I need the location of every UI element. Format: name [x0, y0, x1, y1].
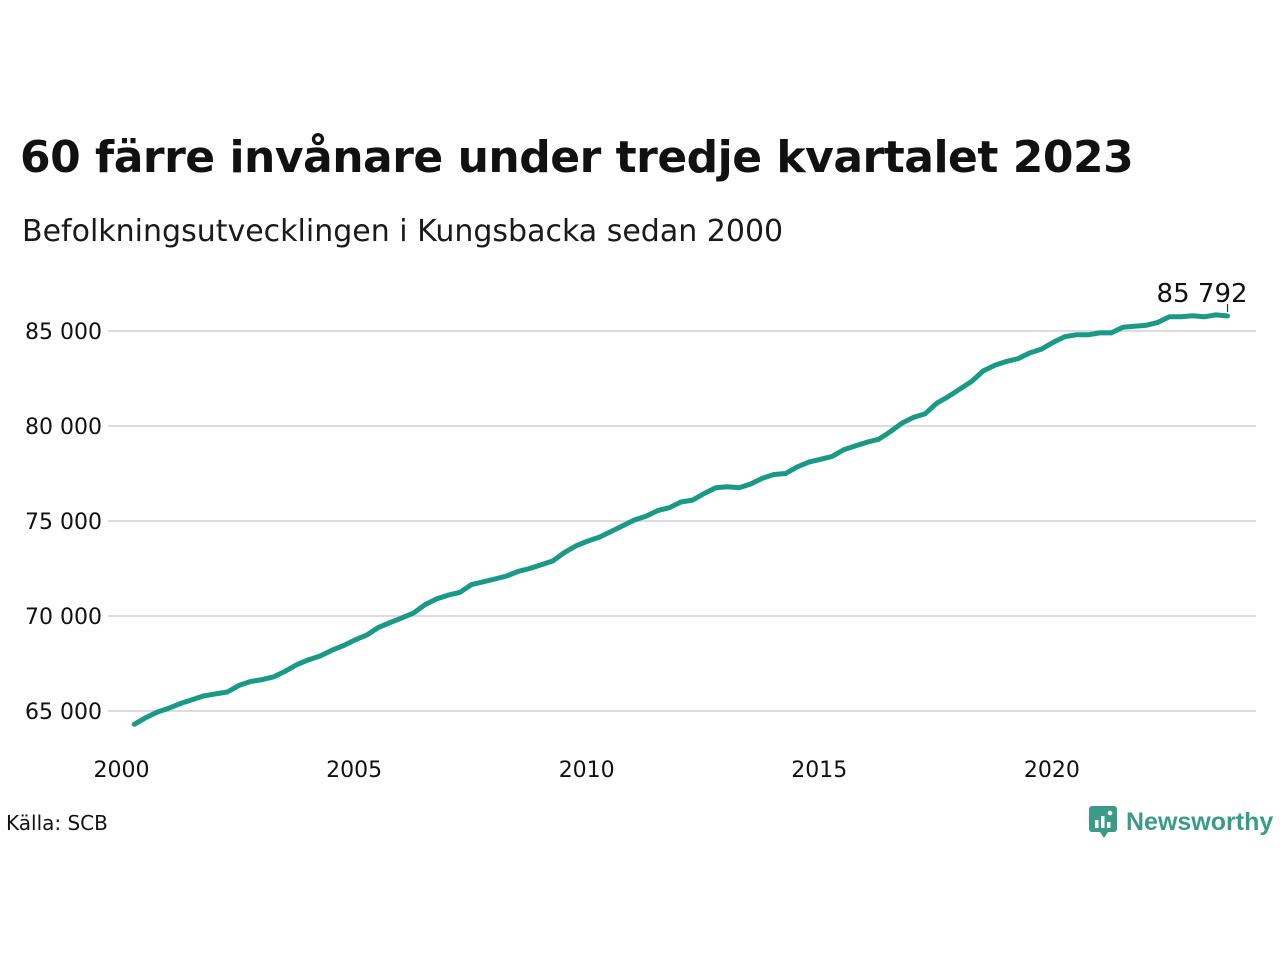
x-tick-label: 2010	[559, 758, 615, 783]
series-line	[131, 312, 1230, 727]
x-axis-tick-labels: 2000 2005 2010 2015 2020	[94, 758, 1080, 783]
brand-name: Newsworthy	[1126, 807, 1274, 836]
y-tick-label: 80 000	[25, 415, 102, 440]
source-note: Källa: SCB	[6, 811, 108, 835]
chart-subtitle: Befolkningsutvecklingen i Kungsbacka sed…	[22, 214, 784, 249]
gridlines	[108, 330, 1256, 712]
chart-title: 60 färre invånare under tredje kvartalet…	[20, 132, 1134, 183]
x-tick-label: 2015	[791, 758, 847, 783]
end-value-annotation: 85 792	[1157, 279, 1248, 312]
end-value-label: 85 792	[1157, 279, 1248, 309]
series-lines	[131, 312, 1230, 727]
y-tick-label: 75 000	[25, 510, 102, 535]
x-tick-label: 2020	[1024, 758, 1080, 783]
y-tick-label: 70 000	[25, 605, 102, 630]
x-tick-label: 2005	[326, 758, 382, 783]
newsworthy-logo-icon	[1089, 806, 1117, 838]
y-tick-label: 65 000	[25, 700, 102, 725]
x-tick-label: 2000	[94, 758, 150, 783]
y-tick-label: 85 000	[25, 320, 102, 345]
y-axis-tick-labels: 65 000 70 000 75 000 80 000 85 000	[25, 320, 102, 725]
newsworthy-brand[interactable]: Newsworthy	[1088, 804, 1273, 840]
